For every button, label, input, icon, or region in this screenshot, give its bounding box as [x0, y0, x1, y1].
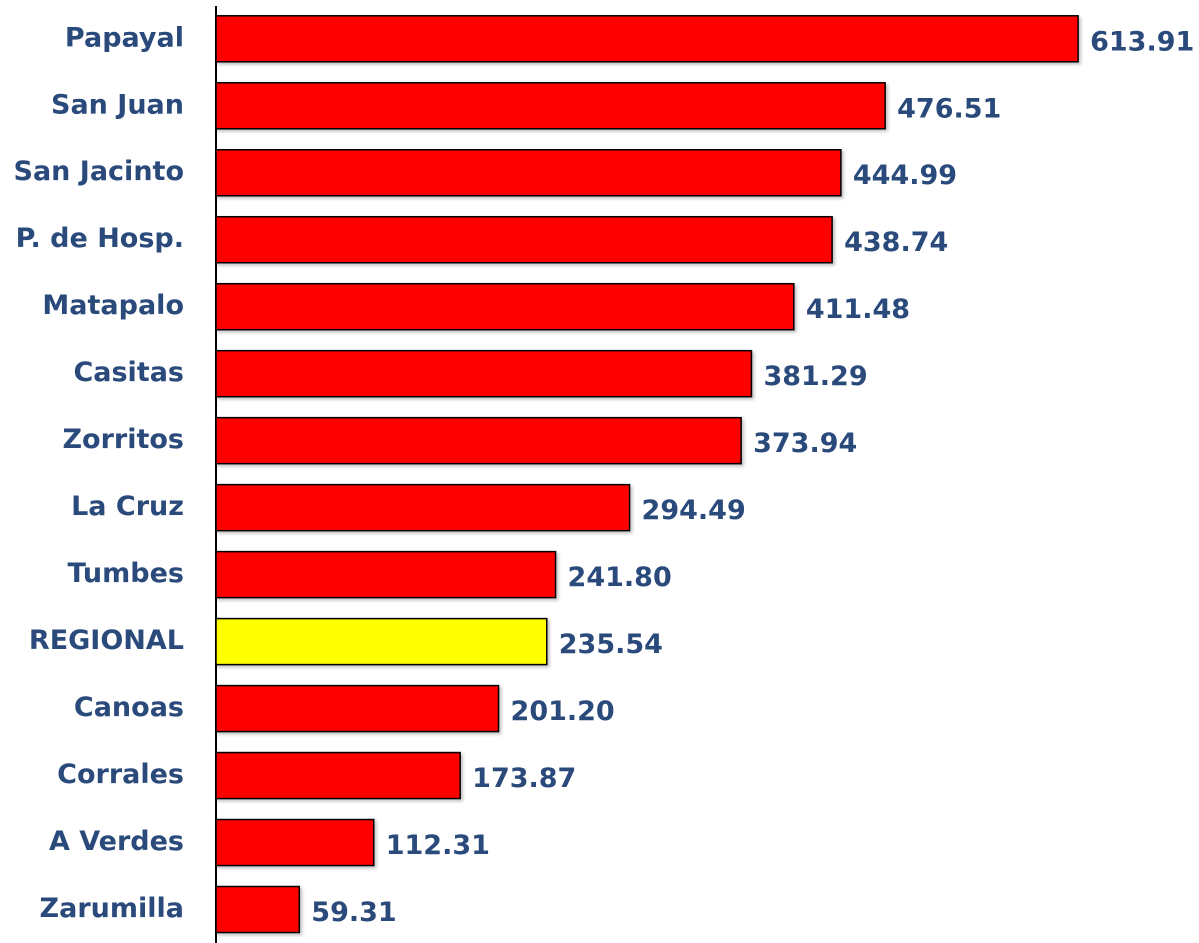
y-tick-label: San Jacinto: [14, 156, 185, 187]
data-label: 235.54: [559, 629, 663, 660]
y-tick-label: Zarumilla: [40, 893, 184, 924]
bar: [215, 215, 833, 264]
y-tick-label: Casitas: [73, 357, 184, 388]
data-label: 438.74: [844, 227, 948, 258]
data-label: 241.80: [568, 562, 672, 593]
y-tick-label: REGIONAL: [29, 625, 184, 656]
bar: [215, 751, 461, 800]
data-label: 476.51: [897, 93, 1001, 124]
data-label: 373.94: [753, 428, 857, 459]
bar: [215, 15, 1079, 63]
bar: [215, 617, 548, 666]
y-tick-label: San Juan: [51, 89, 184, 120]
y-tick-label: Corrales: [57, 759, 184, 790]
bar: [215, 684, 500, 733]
data-label: 173.87: [472, 763, 576, 794]
y-tick-label: Papayal: [65, 22, 184, 53]
y-tick-label: A Verdes: [49, 826, 184, 857]
data-label: 112.31: [386, 830, 490, 861]
y-tick-label: Tumbes: [67, 558, 184, 589]
bar: [215, 82, 886, 130]
bar: [215, 416, 742, 465]
y-tick-label: Canoas: [74, 692, 184, 723]
y-tick-label: La Cruz: [71, 491, 184, 522]
data-label: 444.99: [853, 160, 957, 191]
bar: [215, 349, 753, 398]
data-label: 381.29: [763, 361, 867, 392]
y-tick-label: P. de Hosp.: [16, 223, 184, 254]
bar: [215, 483, 631, 532]
data-label: 411.48: [806, 294, 910, 325]
data-label: 59.31: [311, 897, 396, 928]
data-label: 201.20: [511, 696, 615, 727]
data-label: 613.91: [1090, 26, 1194, 57]
y-tick-label: Matapalo: [42, 290, 184, 321]
bar: [215, 885, 301, 934]
bar: [215, 282, 795, 331]
y-tick-label: Zorritos: [62, 424, 184, 455]
bar: [215, 148, 842, 197]
bar: [215, 550, 557, 599]
bar: [215, 818, 375, 867]
data-label: 294.49: [642, 495, 746, 526]
